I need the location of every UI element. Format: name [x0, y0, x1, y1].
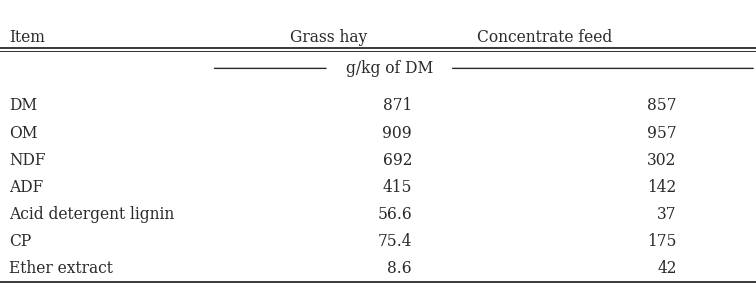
Text: 56.6: 56.6: [377, 206, 412, 223]
Text: 37: 37: [657, 206, 677, 223]
Text: 415: 415: [383, 179, 412, 196]
Text: 909: 909: [383, 125, 412, 141]
Text: CP: CP: [9, 233, 31, 250]
Text: 871: 871: [383, 97, 412, 114]
Text: 75.4: 75.4: [377, 233, 412, 250]
Text: Item: Item: [9, 29, 45, 46]
Text: 175: 175: [647, 233, 677, 250]
Text: 142: 142: [647, 179, 677, 196]
Text: 8.6: 8.6: [387, 260, 412, 277]
Text: g/kg of DM: g/kg of DM: [345, 60, 433, 77]
Text: Concentrate feed: Concentrate feed: [477, 29, 612, 46]
Text: 857: 857: [647, 97, 677, 114]
Text: OM: OM: [9, 125, 38, 141]
Text: ADF: ADF: [9, 179, 43, 196]
Text: 957: 957: [647, 125, 677, 141]
Text: 692: 692: [383, 152, 412, 168]
Text: DM: DM: [9, 97, 37, 114]
Text: Ether extract: Ether extract: [9, 260, 113, 277]
Text: Acid detergent lignin: Acid detergent lignin: [9, 206, 175, 223]
Text: NDF: NDF: [9, 152, 45, 168]
Text: 302: 302: [647, 152, 677, 168]
Text: Grass hay: Grass hay: [290, 29, 367, 46]
Text: 42: 42: [657, 260, 677, 277]
